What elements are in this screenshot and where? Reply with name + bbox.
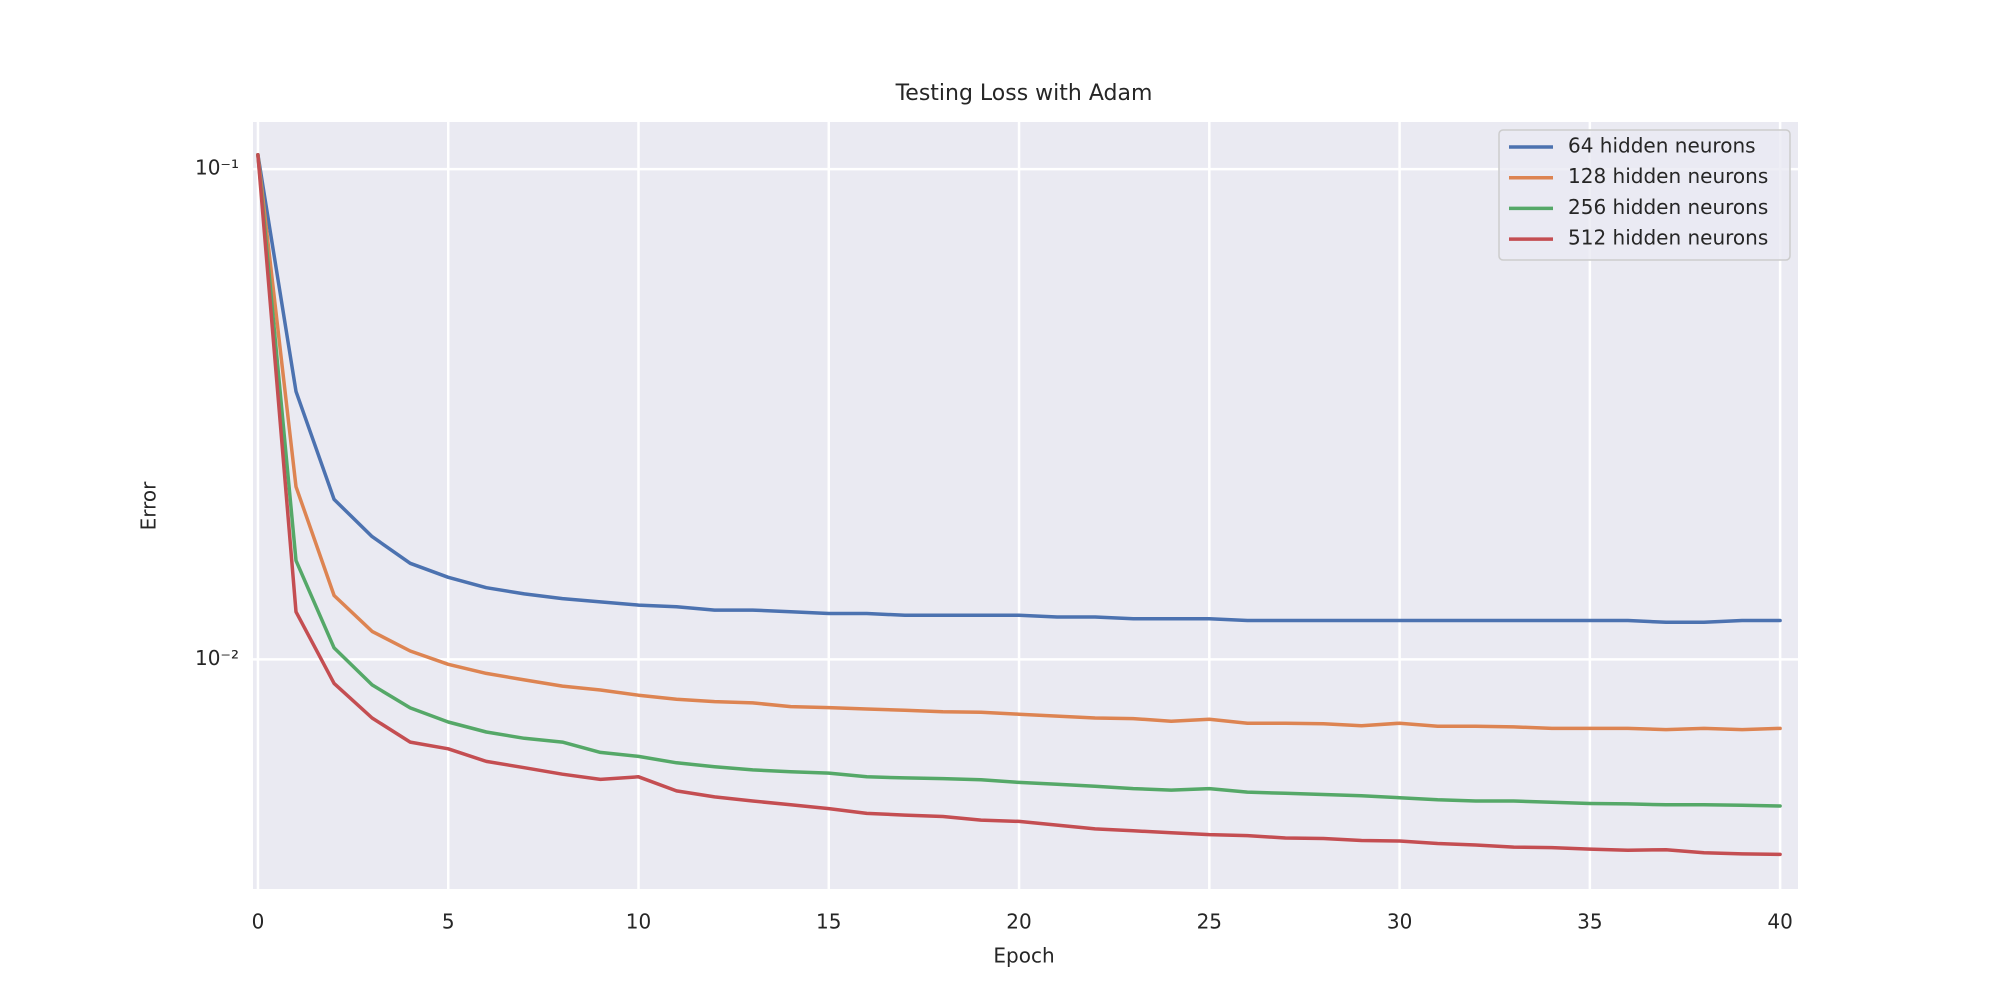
series-line bbox=[256, 153, 1782, 808]
x-tick-label: 35 bbox=[1577, 910, 1602, 934]
legend-label: 128 hidden neurons bbox=[1568, 164, 1768, 188]
x-tick-label: 40 bbox=[1767, 910, 1792, 934]
legend-label: 256 hidden neurons bbox=[1568, 195, 1768, 219]
x-tick-label: 15 bbox=[816, 910, 841, 934]
legend-label: 512 hidden neurons bbox=[1568, 226, 1768, 250]
x-tick-label: 30 bbox=[1387, 910, 1412, 934]
y-axis-label: Error bbox=[137, 481, 161, 531]
x-tick-label: 20 bbox=[1006, 910, 1031, 934]
y-tick-label: 10⁻² bbox=[195, 646, 239, 670]
x-tick-label: 10 bbox=[626, 910, 651, 934]
chart-title: Testing Loss with Adam bbox=[895, 81, 1153, 106]
x-axis-label: Epoch bbox=[993, 944, 1054, 968]
series-line bbox=[256, 153, 1782, 732]
y-tick-label: 10⁻¹ bbox=[195, 156, 239, 180]
series-line bbox=[256, 153, 1782, 857]
x-tick-label: 0 bbox=[252, 910, 265, 934]
x-tick-label: 25 bbox=[1197, 910, 1222, 934]
legend-label: 64 hidden neurons bbox=[1568, 134, 1756, 158]
legend-box bbox=[1498, 129, 1791, 261]
series-line bbox=[256, 153, 1782, 625]
legend: 64 hidden neurons 128 hidden neurons 256 h… bbox=[1498, 129, 1791, 261]
x-tick-label: 5 bbox=[442, 910, 455, 934]
lines bbox=[256, 153, 1782, 857]
